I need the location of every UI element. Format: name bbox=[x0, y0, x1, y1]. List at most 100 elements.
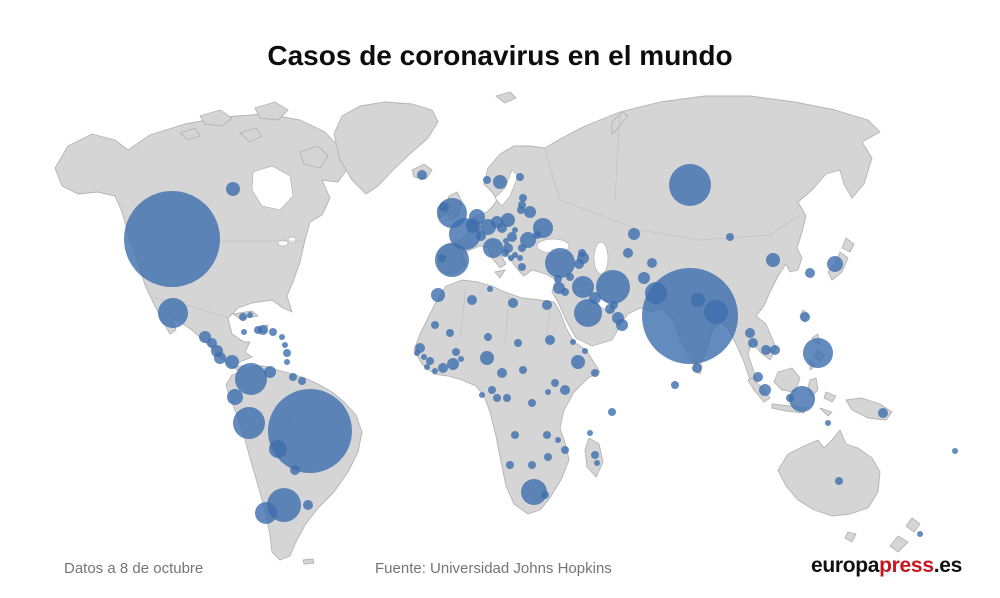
case-bubble bbox=[483, 176, 491, 184]
island-novaya-zemlya bbox=[611, 111, 629, 135]
case-bubble bbox=[283, 349, 291, 357]
case-bubble bbox=[647, 258, 657, 268]
case-bubble bbox=[572, 276, 594, 298]
case-bubble bbox=[512, 252, 518, 258]
case-bubble bbox=[574, 299, 602, 327]
case-bubble bbox=[704, 300, 728, 324]
islands-moluccas bbox=[823, 391, 837, 403]
arctic-islands bbox=[199, 109, 233, 127]
case-bubble bbox=[512, 227, 518, 233]
arctic-islands bbox=[254, 101, 289, 121]
case-bubbles bbox=[124, 164, 958, 537]
source-note: Fuente: Universidad Johns Hopkins bbox=[375, 560, 612, 577]
case-bubble bbox=[501, 249, 509, 257]
great-lakes bbox=[277, 239, 289, 247]
case-bubble bbox=[571, 355, 585, 369]
case-bubble bbox=[917, 531, 923, 537]
case-bubble bbox=[514, 339, 522, 347]
case-bubble bbox=[878, 408, 888, 418]
case-bubble bbox=[519, 366, 527, 374]
case-bubble bbox=[517, 255, 523, 261]
case-bubble bbox=[544, 453, 552, 461]
island-sicily bbox=[494, 269, 506, 279]
logo-part-press: press bbox=[879, 554, 934, 577]
case-bubble bbox=[561, 288, 569, 296]
island-falklands bbox=[302, 558, 315, 565]
case-bubble bbox=[264, 366, 276, 378]
case-bubble bbox=[507, 232, 517, 242]
case-bubble bbox=[233, 407, 265, 439]
case-bubble bbox=[235, 363, 267, 395]
case-bubble bbox=[516, 173, 524, 181]
case-bubble bbox=[610, 301, 618, 309]
case-bubble bbox=[269, 328, 277, 336]
case-bubble bbox=[452, 348, 460, 356]
case-bubble bbox=[692, 363, 702, 373]
case-bubble bbox=[770, 345, 780, 355]
case-bubble bbox=[424, 364, 430, 370]
case-bubble bbox=[518, 263, 526, 271]
case-bubble bbox=[303, 500, 313, 510]
case-bubble bbox=[517, 206, 525, 214]
island-hokkaido bbox=[841, 237, 855, 253]
landmass-greenland bbox=[333, 101, 439, 195]
case-bubble bbox=[226, 182, 240, 196]
case-bubble bbox=[503, 238, 509, 244]
case-bubble bbox=[289, 373, 297, 381]
case-bubble bbox=[759, 384, 771, 396]
case-bubble bbox=[431, 288, 445, 302]
page-title: Casos de coronavirus en el mundo bbox=[267, 40, 733, 71]
case-bubble bbox=[594, 460, 600, 466]
landmass-australia bbox=[777, 429, 881, 517]
island-timor bbox=[819, 407, 833, 417]
case-bubble bbox=[432, 368, 438, 374]
case-bubble bbox=[671, 381, 679, 389]
case-bubble bbox=[591, 451, 599, 459]
logo-part-es: .es bbox=[933, 554, 963, 577]
case-bubble bbox=[803, 338, 833, 368]
case-bubble bbox=[519, 194, 527, 202]
case-bubble bbox=[268, 389, 352, 473]
case-bubble bbox=[506, 461, 514, 469]
case-bubble bbox=[825, 420, 831, 426]
island-new-zealand-north bbox=[905, 517, 921, 533]
arctic-islands bbox=[179, 127, 201, 141]
case-bubble bbox=[800, 312, 810, 322]
case-bubble bbox=[284, 359, 290, 365]
case-bubble bbox=[239, 313, 247, 321]
case-bubble bbox=[582, 348, 588, 354]
case-bubble bbox=[483, 238, 503, 258]
case-bubble bbox=[438, 363, 448, 373]
case-bubble bbox=[225, 355, 239, 369]
caspian-sea bbox=[593, 241, 609, 275]
case-bubble bbox=[545, 335, 555, 345]
case-bubble bbox=[421, 354, 427, 360]
case-bubble bbox=[480, 351, 494, 365]
case-bubble bbox=[487, 286, 493, 292]
case-bubble bbox=[124, 191, 220, 287]
case-bubble bbox=[493, 394, 501, 402]
case-bubble bbox=[761, 345, 771, 355]
case-bubble bbox=[591, 369, 599, 377]
case-bubble bbox=[258, 325, 268, 335]
case-bubble bbox=[596, 270, 630, 304]
case-bubble bbox=[786, 394, 794, 402]
case-bubble bbox=[484, 333, 492, 341]
case-bubble bbox=[628, 228, 640, 240]
case-bubble bbox=[835, 477, 843, 485]
case-bubble bbox=[560, 385, 570, 395]
data-date-note: Datos a 8 de octubre bbox=[64, 560, 204, 577]
case-bubble bbox=[227, 389, 243, 405]
case-bubble bbox=[503, 394, 511, 402]
case-bubble bbox=[431, 321, 439, 329]
case-bubble bbox=[439, 202, 449, 212]
logo-part-europa: europa bbox=[810, 554, 880, 577]
case-bubble bbox=[426, 357, 434, 365]
case-bubble bbox=[279, 334, 285, 340]
case-bubble bbox=[570, 339, 576, 345]
case-bubble bbox=[207, 338, 217, 348]
case-bubble bbox=[551, 379, 559, 387]
case-bubble bbox=[488, 386, 496, 394]
